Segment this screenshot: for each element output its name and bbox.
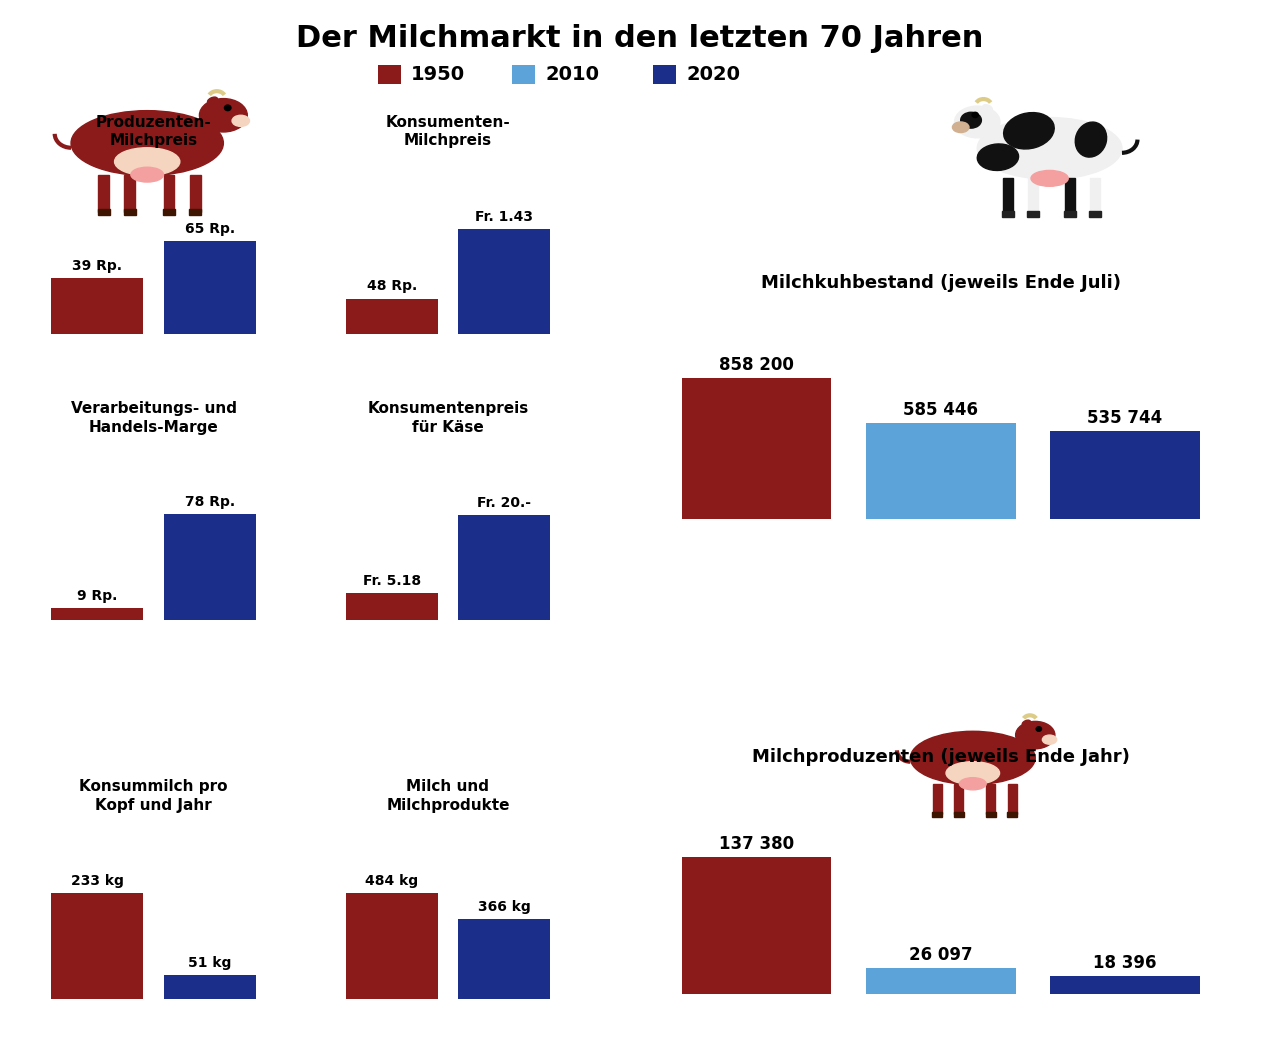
Bar [1002, 211, 1014, 217]
Text: 9 Rp.: 9 Rp. [77, 588, 118, 603]
Ellipse shape [983, 105, 992, 111]
Ellipse shape [977, 118, 1123, 179]
Bar [1065, 211, 1076, 217]
Ellipse shape [952, 122, 969, 132]
Text: 137 380: 137 380 [719, 835, 794, 853]
Ellipse shape [1075, 122, 1107, 157]
Text: Der Milchmarkt in den letzten 70 Jahren: Der Milchmarkt in den letzten 70 Jahren [296, 24, 984, 53]
Text: 2010: 2010 [545, 65, 599, 84]
Bar [1065, 178, 1075, 214]
Bar [458, 229, 550, 334]
Bar [1050, 431, 1199, 519]
Bar [189, 209, 201, 215]
Bar [164, 975, 256, 999]
Ellipse shape [1030, 171, 1069, 187]
Bar [1028, 211, 1039, 217]
Bar [164, 514, 256, 620]
Bar [189, 175, 201, 212]
Ellipse shape [1015, 722, 1055, 748]
Text: Konsumenten-
Milchpreis: Konsumenten- Milchpreis [385, 114, 511, 148]
Text: Konsumentenpreis
für Käse: Konsumentenpreis für Käse [367, 401, 529, 435]
Text: Milchproduzenten (jeweils Ende Jahr): Milchproduzenten (jeweils Ende Jahr) [751, 748, 1130, 766]
Bar [346, 299, 438, 334]
Text: 233 kg: 233 kg [70, 874, 124, 888]
Text: 535 744: 535 744 [1088, 409, 1162, 427]
Text: 48 Rp.: 48 Rp. [366, 280, 417, 294]
Text: Konsummilch pro
Kopf und Jahr: Konsummilch pro Kopf und Jahr [79, 779, 228, 813]
Bar [865, 423, 1016, 519]
Bar [164, 241, 256, 334]
Ellipse shape [232, 116, 250, 126]
Ellipse shape [207, 98, 218, 104]
Text: 1950: 1950 [411, 65, 465, 84]
Text: Milch und
Milchprodukte: Milch und Milchprodukte [387, 779, 509, 813]
Bar [163, 209, 175, 215]
Text: 858 200: 858 200 [719, 356, 794, 374]
Ellipse shape [1004, 112, 1055, 149]
Bar [681, 856, 832, 994]
Text: Fr. 20.-: Fr. 20.- [477, 496, 531, 510]
Ellipse shape [131, 167, 164, 182]
Bar [1089, 211, 1101, 217]
Text: Milchkuhbestand (jeweils Ende Juli): Milchkuhbestand (jeweils Ende Juli) [760, 273, 1121, 292]
Circle shape [1036, 727, 1042, 731]
Ellipse shape [115, 147, 180, 176]
Ellipse shape [1023, 720, 1030, 726]
Text: 65 Rp.: 65 Rp. [184, 222, 236, 235]
Text: 585 446: 585 446 [904, 401, 978, 419]
Text: 484 kg: 484 kg [365, 873, 419, 888]
Text: 51 kg: 51 kg [188, 956, 232, 970]
Ellipse shape [946, 762, 1000, 784]
Text: Fr. 1.43: Fr. 1.43 [475, 210, 534, 224]
Circle shape [972, 112, 978, 118]
Ellipse shape [961, 112, 982, 128]
Bar [458, 919, 550, 999]
Ellipse shape [955, 106, 1000, 138]
Bar [933, 783, 942, 814]
Bar [346, 893, 438, 999]
Text: 39 Rp.: 39 Rp. [72, 259, 123, 273]
Ellipse shape [910, 731, 1036, 784]
Bar [865, 968, 1016, 994]
Bar [346, 593, 438, 620]
Bar [986, 812, 996, 817]
Text: Verarbeitungs- und
Handels-Marge: Verarbeitungs- und Handels-Marge [70, 401, 237, 435]
Text: Fr. 5.18: Fr. 5.18 [362, 573, 421, 587]
Text: 78 Rp.: 78 Rp. [184, 495, 236, 509]
Bar [1007, 812, 1018, 817]
Text: 2020: 2020 [686, 65, 740, 84]
Bar [97, 209, 110, 215]
Ellipse shape [978, 144, 1019, 171]
Bar [124, 175, 136, 212]
Bar [1050, 976, 1199, 994]
Bar [954, 812, 964, 817]
Bar [1007, 783, 1016, 814]
Bar [932, 812, 942, 817]
Ellipse shape [1042, 735, 1057, 744]
Bar [681, 378, 832, 519]
Text: 366 kg: 366 kg [477, 900, 531, 914]
Bar [1004, 178, 1014, 214]
Text: 26 097: 26 097 [909, 947, 973, 965]
Ellipse shape [200, 99, 247, 132]
Bar [99, 175, 109, 212]
Text: 18 396: 18 396 [1093, 954, 1157, 972]
Bar [986, 783, 995, 814]
Bar [51, 894, 143, 999]
Bar [51, 278, 143, 334]
Bar [164, 175, 174, 212]
Text: Produzenten-
Milchpreis: Produzenten- Milchpreis [96, 114, 211, 148]
Bar [51, 607, 143, 620]
Bar [1028, 178, 1038, 214]
Bar [954, 783, 963, 814]
Bar [124, 209, 136, 215]
Bar [458, 515, 550, 620]
Circle shape [224, 105, 230, 110]
Ellipse shape [72, 110, 224, 176]
Bar [1089, 178, 1101, 214]
Ellipse shape [960, 778, 986, 790]
